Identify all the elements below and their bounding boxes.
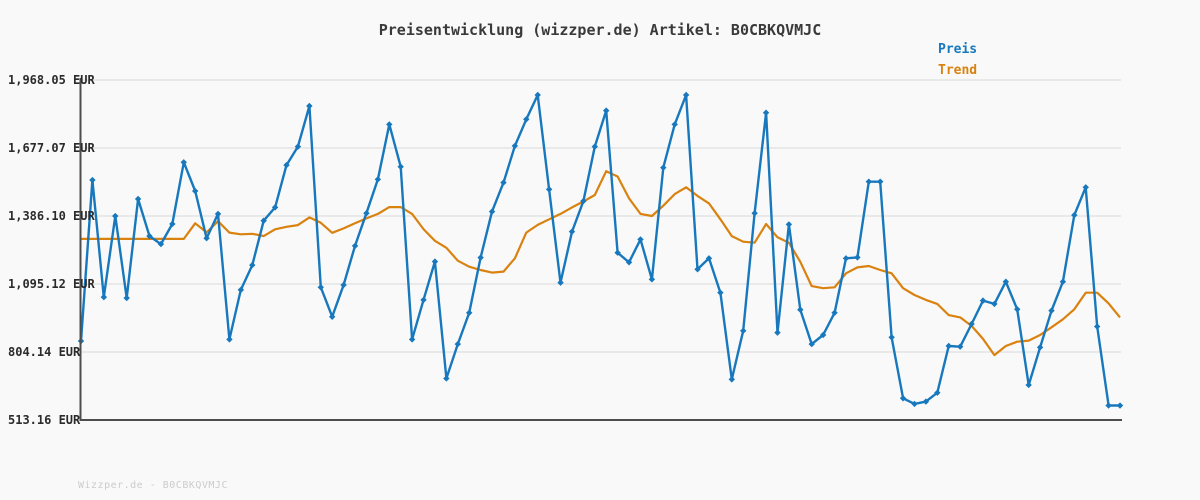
y-axis-label: 1,677.07 EUR [8,141,95,155]
chart-title: Preisentwicklung (wizzper.de) Artikel: B… [378,21,822,39]
y-axis-label: 1,968.05 EUR [8,73,95,87]
axes [79,78,1122,421]
price-line [77,91,1124,409]
y-axis-label: 1,095.12 EUR [8,277,95,291]
y-axis-label: 513.16 EUR [8,413,81,427]
legend: Preis Trend [938,39,977,81]
legend-item-preis: Preis [938,42,978,57]
y-axis-label: 804.14 EUR [8,345,81,359]
legend-item-trend: Trend [938,63,978,78]
trend-line [81,170,1121,357]
y-axis-label: 1,386.10 EUR [8,209,95,223]
watermark-text: Wizzper.de - B0CBKQVMJC [78,480,228,491]
